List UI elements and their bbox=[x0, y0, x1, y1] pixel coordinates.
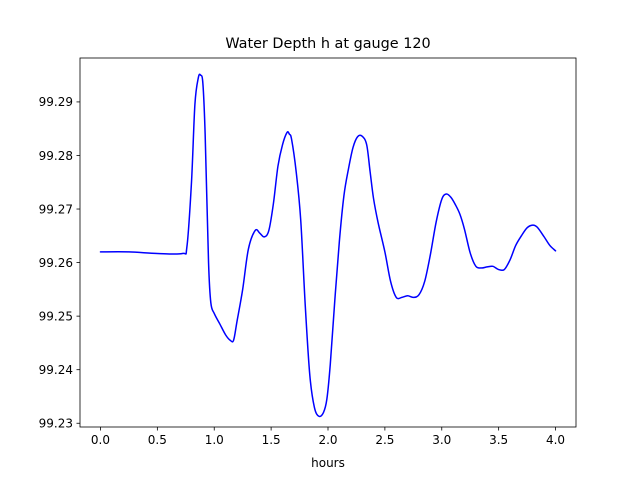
y-tick-label: 99.25 bbox=[39, 309, 73, 323]
y-tick-label: 99.23 bbox=[39, 417, 73, 431]
x-tick-label: 2.5 bbox=[375, 433, 394, 447]
chart-title: Water Depth h at gauge 120 bbox=[225, 36, 430, 52]
x-tick-label: 1.5 bbox=[262, 433, 281, 447]
y-tick-label: 99.26 bbox=[39, 256, 73, 270]
series-line bbox=[99, 73, 557, 418]
y-tick-label: 99.27 bbox=[39, 202, 73, 216]
y-tick-label: 99.29 bbox=[39, 95, 73, 109]
y-axis: 99.23 99.24 99.25 99.26 99.27 99.28 99.29 bbox=[39, 95, 80, 431]
x-tick-label: 3.0 bbox=[432, 433, 451, 447]
x-tick-label: 4.0 bbox=[546, 433, 565, 447]
x-axis-label: hours bbox=[311, 456, 345, 470]
y-tick-label: 99.28 bbox=[39, 149, 73, 163]
x-tick-label: 0.0 bbox=[91, 433, 110, 447]
x-tick-label: 2.0 bbox=[318, 433, 337, 447]
x-axis: 0.0 0.5 1.0 1.5 2.0 2.5 3.0 3.5 4.0 bbox=[91, 427, 565, 447]
x-tick-label: 1.0 bbox=[205, 433, 224, 447]
x-tick-label: 3.5 bbox=[489, 433, 508, 447]
x-tick-label: 0.5 bbox=[148, 433, 167, 447]
y-tick-label: 99.24 bbox=[39, 363, 73, 377]
